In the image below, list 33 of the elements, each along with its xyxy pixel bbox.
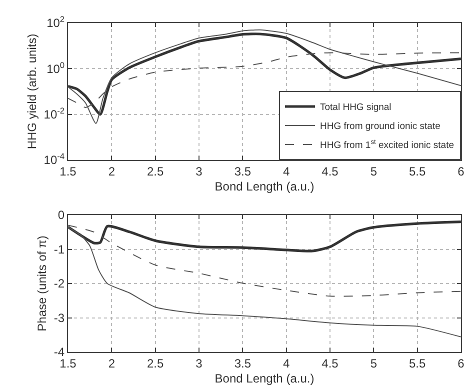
x-tick-label: 2	[108, 164, 116, 178]
y-tick-label: -3	[54, 310, 65, 325]
x-tick-label: 5.5	[408, 164, 426, 178]
x-tick-label: 3	[196, 356, 203, 370]
x-tick-label: 5.5	[408, 356, 426, 370]
x-tick-label: 6	[458, 164, 465, 178]
legend-label: HHG from ground ionic state	[320, 121, 440, 132]
y-tick-label: 10$^{2}$	[46, 14, 65, 30]
x-tick-label: 6	[458, 356, 465, 370]
legend-label: Total HHG signal	[320, 102, 392, 114]
x-axis-title: Bond Length (a.u.)	[214, 371, 314, 386]
x-tick-label: 4	[282, 164, 290, 178]
y-tick-label: 10$^{-2}$	[44, 105, 65, 122]
x-tick-label: 4	[282, 356, 290, 370]
x-tick-label: 3.5	[234, 356, 252, 370]
line-series	[68, 220, 461, 252]
x-tick-label: 4.5	[322, 356, 339, 370]
legend-label: HHG from 1$^{st}$ excited ionic state	[320, 139, 454, 152]
y-tick-label: -2	[54, 276, 65, 291]
x-tick-label: 5	[370, 164, 378, 178]
x-tick-label: 5	[370, 356, 378, 370]
x-tick-label: 2	[108, 356, 116, 370]
x-tick-label: 2.5	[146, 356, 164, 370]
y-axis-title: HHG yield (arb. units)	[25, 34, 40, 150]
y-tick-label: -1	[54, 242, 65, 256]
y-axis-title: Phase (units of π)	[35, 236, 50, 332]
x-tick-label: 4.5	[322, 164, 339, 178]
y-tick-label: 0	[58, 208, 65, 222]
x-tick-label: 2.5	[146, 164, 164, 178]
x-axis-title: Bond Length (a.u.)	[214, 179, 314, 194]
x-tick-label: 3	[196, 164, 203, 178]
y-tick-label: 10$^{0}$	[46, 60, 65, 76]
x-tick-label: 3.5	[234, 164, 252, 178]
